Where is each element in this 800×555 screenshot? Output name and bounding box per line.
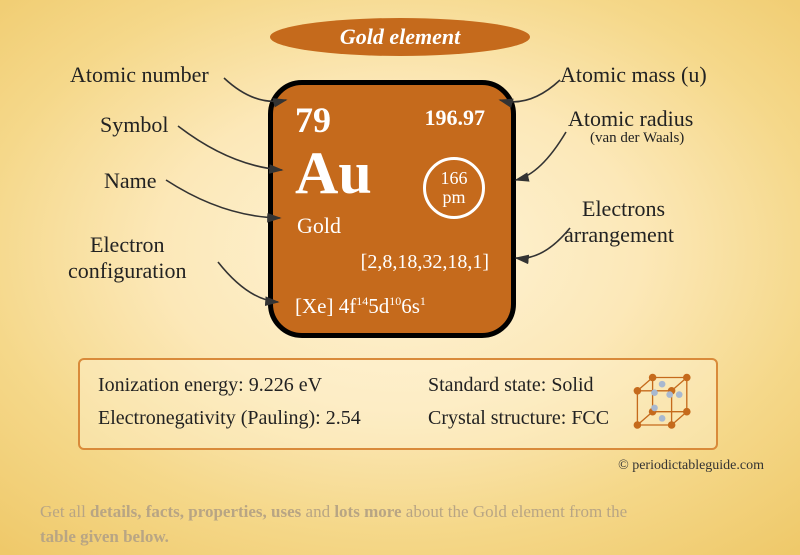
atomic-radius-circle: 166 pm — [423, 157, 485, 219]
element-name: Gold — [297, 213, 341, 239]
standard-state: Standard state: Solid — [428, 374, 594, 397]
electronegativity: Electronegativity (Pauling): 2.54 — [98, 407, 388, 430]
label-atomic-mass: Atomic mass (u) — [560, 62, 707, 88]
credit-text: © periodictableguide.com — [618, 458, 764, 474]
label-name: Name — [104, 168, 157, 194]
label-electrons-1: Electrons — [582, 196, 665, 222]
label-econfig-2: configuration — [68, 258, 187, 284]
label-atomic-number: Atomic number — [70, 62, 209, 88]
footer-text: Get all details, facts, properties, uses… — [40, 500, 760, 549]
title-oval: Gold element — [270, 18, 530, 56]
page-title: Gold element — [340, 24, 460, 50]
element-tile: 79 196.97 Au Gold 166 pm [2,8,18,32,18,1… — [268, 80, 516, 338]
label-electrons-2: arrangement — [564, 222, 674, 248]
label-econfig-1: Electron — [90, 232, 165, 258]
electrons-arrangement-value: [2,8,18,32,18,1] — [361, 251, 489, 274]
properties-box: Ionization energy: 9.226 eV Standard sta… — [78, 358, 718, 450]
atomic-mass-value: 196.97 — [425, 105, 486, 131]
ionization-energy: Ionization energy: 9.226 eV — [98, 374, 388, 397]
radius-unit: pm — [442, 188, 465, 207]
label-symbol: Symbol — [100, 112, 168, 138]
lattice-icon — [626, 368, 702, 444]
element-symbol: Au — [295, 143, 372, 203]
atomic-number-value: 79 — [295, 99, 331, 141]
label-atomic-radius: Atomic radius — [568, 106, 693, 132]
radius-value: 166 — [441, 169, 468, 188]
electron-config-value: [Xe] 4f145d106s1 — [295, 294, 426, 319]
crystal-structure: Crystal structure: FCC — [428, 407, 609, 430]
label-atomic-radius-sub: (van der Waals) — [590, 130, 684, 147]
